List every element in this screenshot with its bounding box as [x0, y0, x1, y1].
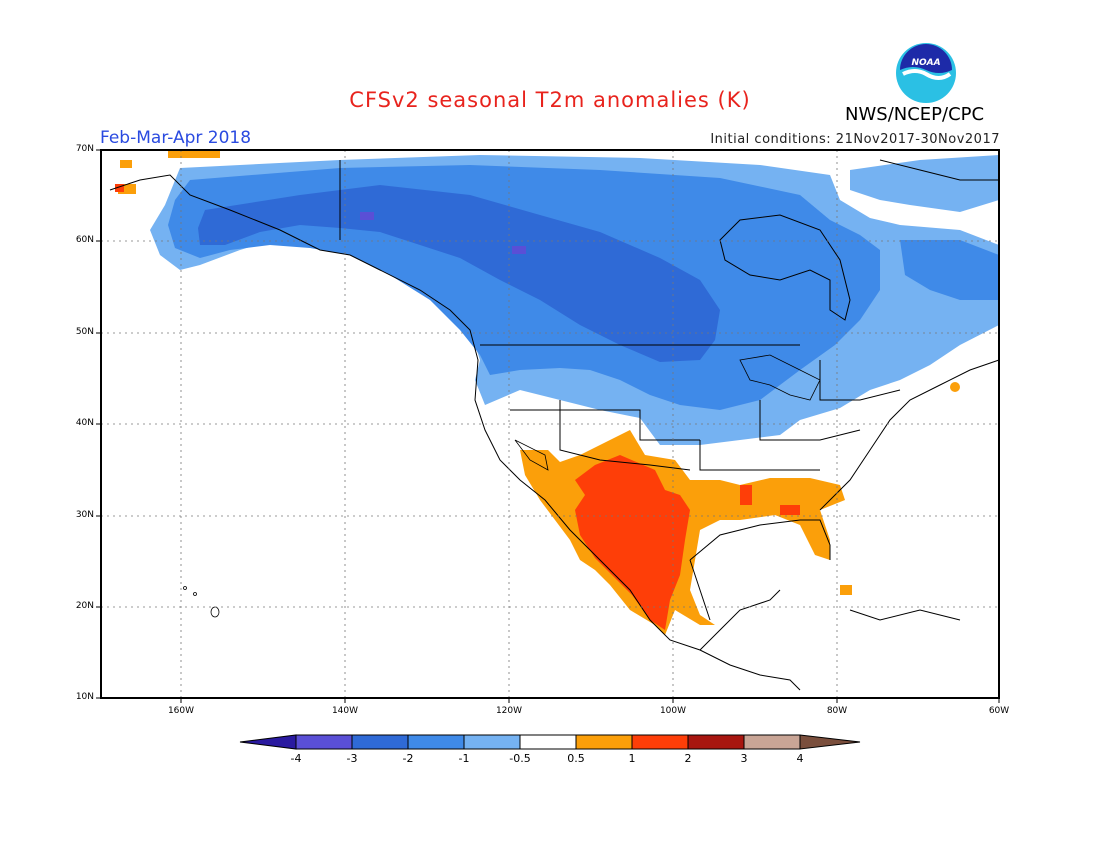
colorbar-cell — [464, 735, 520, 749]
noaa-logo: NOAA — [896, 43, 956, 103]
colorbar-label: -3 — [346, 752, 358, 765]
lon-label: 80W — [826, 706, 848, 716]
colorbar — [239, 734, 861, 750]
initial-conditions-label: Initial conditions: 21Nov2017-30Nov2017 — [710, 132, 1000, 147]
coastlines — [109, 159, 1000, 691]
chart-title: CFSv2 seasonal T2m anomalies (K) — [349, 88, 751, 112]
colorbar-label: 0.5 — [567, 752, 585, 765]
lat-label: 30N — [75, 510, 94, 520]
lon-label: 160W — [167, 706, 195, 716]
colorbar-cell — [688, 735, 744, 749]
cold-extreme-spot — [360, 212, 374, 220]
lon-label: 120W — [495, 706, 523, 716]
lon-label: 100W — [659, 706, 687, 716]
axis-ticks — [96, 149, 1000, 703]
cold-extreme-spot — [512, 246, 526, 254]
colorbar-cell — [520, 735, 576, 749]
colorbar-label: 1 — [628, 752, 636, 765]
colorbar-cell — [576, 735, 632, 749]
season-label: Feb-Mar-Apr 2018 — [100, 128, 252, 148]
lat-label: 10N — [75, 692, 94, 702]
colorbar-label: 2 — [684, 752, 692, 765]
map-area — [96, 149, 1000, 703]
colorbar-cell — [632, 735, 688, 749]
lat-label: 20N — [75, 601, 94, 611]
cold-dark-anomaly-region — [198, 185, 720, 362]
lat-label: 60N — [75, 235, 94, 245]
lon-label: 140W — [331, 706, 359, 716]
colorbar-cell — [240, 735, 296, 749]
lon-label: 60W — [988, 706, 1010, 716]
lakes — [183, 354, 821, 618]
hot-anomaly-region — [115, 184, 800, 630]
colorbar-cell — [296, 735, 352, 749]
lat-label: 70N — [75, 144, 94, 154]
colorbar-label: 4 — [796, 752, 804, 765]
colorbar-label: -4 — [290, 752, 302, 765]
colorbar-cell — [744, 735, 800, 749]
colorbar-label: -0.5 — [509, 752, 531, 765]
colorbar-cell — [800, 735, 860, 749]
colorbar-label: 3 — [740, 752, 748, 765]
lat-label: 50N — [75, 327, 94, 337]
svg-text:NOAA: NOAA — [911, 58, 940, 68]
agency-label: NWS/NCEP/CPC — [845, 104, 985, 125]
colorbar-cell — [408, 735, 464, 749]
colorbar-label: -2 — [402, 752, 414, 765]
graticule — [101, 150, 999, 698]
lat-label: 40N — [75, 418, 94, 428]
colorbar-cell — [352, 735, 408, 749]
colorbar-label: -1 — [458, 752, 470, 765]
